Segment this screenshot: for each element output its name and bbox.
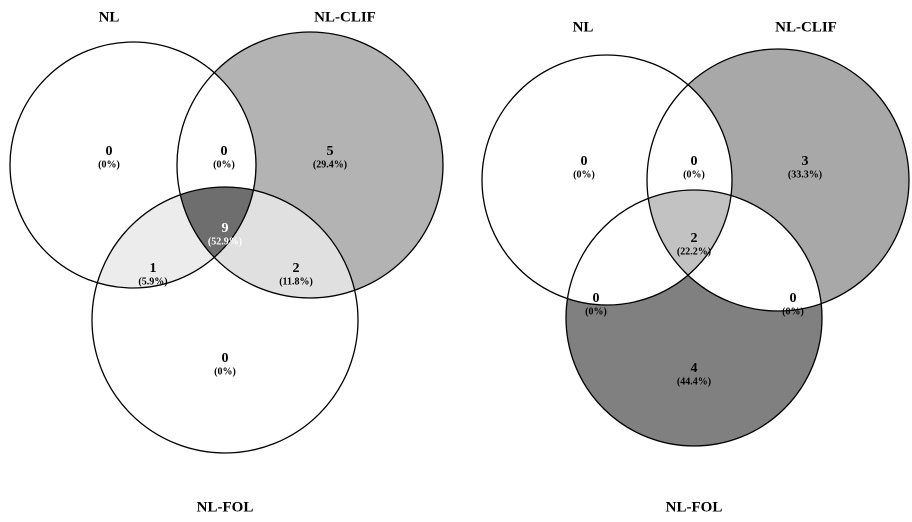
venn-diagram: NL NL-CLIFNL-FOL0(0%)0(0%)5(29.4%)9(52.9%…	[9, 9, 444, 515]
region-percent: (52.9%)	[208, 236, 242, 247]
set-circle	[176, 31, 444, 299]
region-count: 0	[221, 144, 228, 159]
set-label: NL	[573, 19, 594, 35]
set-circle	[646, 48, 910, 312]
region-percent: (44.4%)	[677, 376, 711, 387]
region-count: 3	[802, 154, 809, 169]
region-percent: (0%)	[585, 306, 607, 317]
region-percent: (0%)	[213, 159, 235, 170]
region-percent: (22.2%)	[677, 246, 711, 257]
set-circle	[91, 186, 359, 454]
region-count: 0	[691, 154, 698, 169]
region-count: 0	[593, 291, 600, 306]
set-label: NL	[99, 9, 120, 25]
region-percent: (0%)	[98, 159, 120, 170]
set-label: NL-FOL	[197, 499, 254, 515]
region-count: 9	[222, 221, 229, 236]
region-count: 1	[150, 261, 157, 276]
region-fill	[92, 187, 358, 453]
region-percent: (0%)	[573, 169, 595, 180]
region-percent: (0%)	[782, 306, 804, 317]
set-circle	[565, 189, 823, 447]
set-label: NL-FOL	[666, 499, 723, 515]
region-count: 0	[222, 351, 229, 366]
region-percent: (0%)	[214, 366, 236, 377]
region-count: 0	[790, 291, 797, 306]
region-count: 4	[691, 361, 698, 376]
region-percent: (0%)	[683, 169, 705, 180]
venn-diagram: NL NL-CLIFNL-FOL0(0%)0(0%)3(33.3%)2(22.2%…	[481, 19, 910, 515]
region-percent: (11.8%)	[279, 276, 313, 287]
region-count: 5	[327, 144, 334, 159]
set-label: NL-CLIF	[314, 9, 376, 25]
region-fill	[566, 190, 822, 446]
region-percent: (33.3%)	[788, 169, 822, 180]
set-circle	[9, 41, 257, 289]
region-count: 2	[691, 231, 698, 246]
region-count: 0	[106, 144, 113, 159]
region-percent: (5.9%)	[138, 276, 167, 287]
region-count: 0	[581, 154, 588, 169]
set-circle	[481, 54, 733, 306]
set-label: NL-CLIF	[775, 19, 837, 35]
region-count: 2	[293, 261, 300, 276]
region-percent: (29.4%)	[313, 159, 347, 170]
